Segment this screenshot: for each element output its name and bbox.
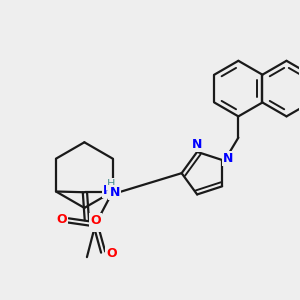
- Text: H: H: [107, 179, 116, 189]
- Text: O: O: [90, 214, 101, 226]
- Text: N: N: [110, 186, 120, 199]
- Text: N: N: [223, 152, 233, 165]
- Text: N: N: [192, 138, 203, 152]
- Text: S: S: [90, 217, 100, 231]
- Text: O: O: [56, 213, 67, 226]
- Text: N: N: [103, 184, 113, 197]
- Text: O: O: [106, 247, 117, 260]
